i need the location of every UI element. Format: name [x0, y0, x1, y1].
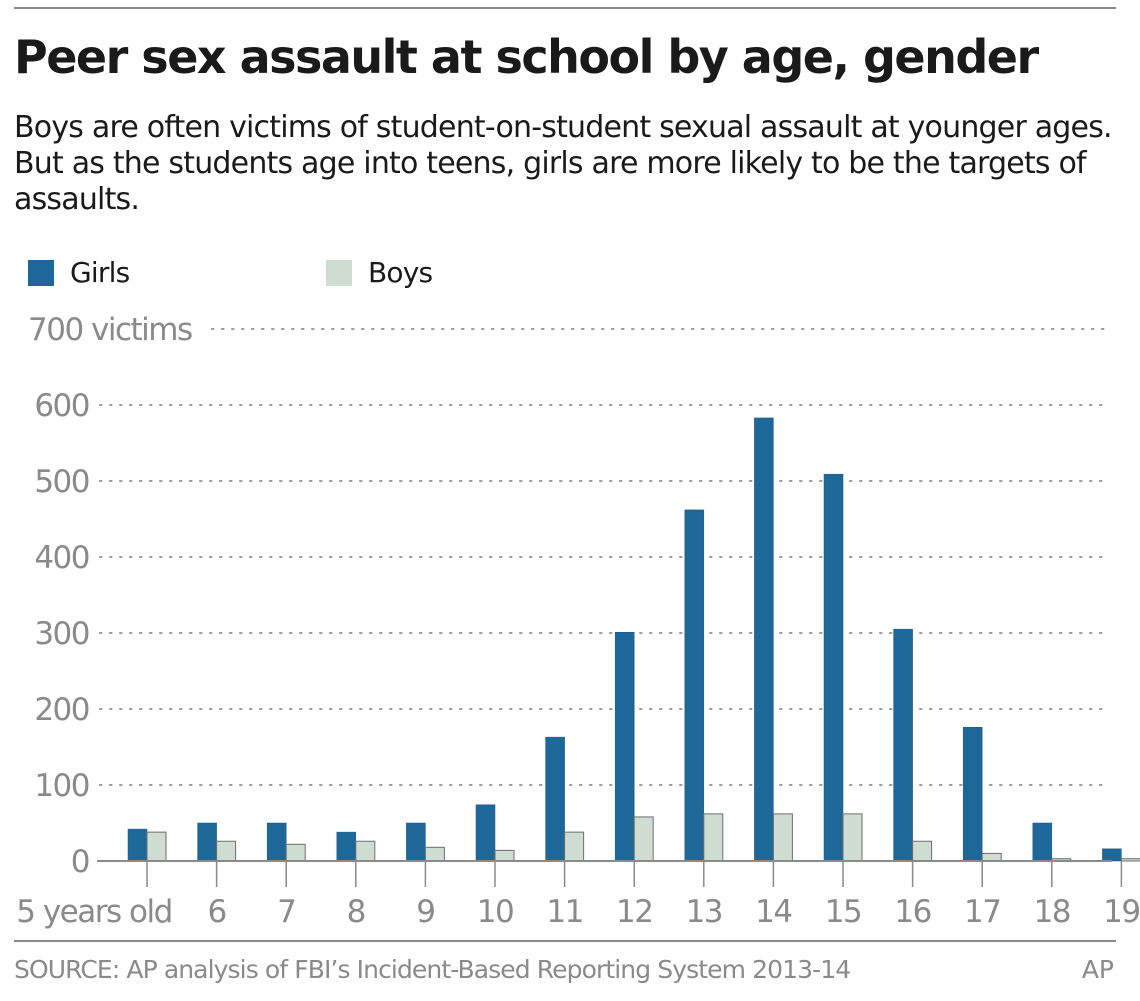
x-tick-label: 7: [277, 894, 295, 930]
source-note: SOURCE: AP analysis of FBI’s Incident-Ba…: [14, 955, 851, 984]
x-tick-label: 15: [825, 894, 861, 930]
bar-boys: [703, 813, 724, 862]
x-tick-label: 18: [1034, 894, 1070, 930]
bar-girls: [893, 628, 913, 862]
bar-boys: [424, 846, 445, 862]
legend-label-boys: Boys: [368, 256, 433, 289]
x-tick-label: 16: [894, 894, 930, 930]
x-tick-label: 19: [1103, 894, 1139, 930]
x-tick-label: 9: [416, 894, 434, 930]
y-tick-label: 600: [34, 388, 89, 424]
x-axis: [97, 860, 1123, 887]
bar-boys: [1120, 858, 1140, 862]
bar-chart: 700 victims 600 500 400 300 200 100 0 5 years o…: [16, 312, 1140, 930]
y-tick-label: 300: [34, 616, 89, 652]
bar-girls: [1102, 848, 1122, 862]
x-tick-label: 6: [207, 894, 225, 930]
bar-boys: [216, 840, 237, 862]
bar-boys: [842, 813, 863, 862]
x-tick-label: 17: [964, 894, 1000, 930]
y-tick-label: 200: [34, 692, 89, 728]
bar-boys: [772, 813, 793, 862]
bar-boys: [564, 831, 585, 862]
chart-subtitle: Boys are often victims of student-on-stu…: [14, 110, 1113, 217]
bar-boys: [146, 831, 167, 862]
x-tick-label: 14: [755, 894, 791, 930]
legend-item-boys: Boys: [326, 256, 433, 289]
x-tick-label: 5 years old: [16, 894, 172, 930]
legend-swatch-girls: [28, 259, 54, 286]
bars: [127, 417, 1140, 862]
y-tick-label: 700 victims: [28, 312, 192, 348]
bar-girls: [406, 822, 426, 862]
bar-girls: [336, 831, 357, 862]
y-tick-label: 100: [34, 768, 89, 804]
bar-girls: [962, 726, 983, 862]
bar-boys: [285, 843, 306, 862]
bar-boys: [494, 849, 515, 862]
legend-label-girls: Girls: [70, 256, 130, 289]
bar-girls: [614, 631, 635, 862]
y-axis-labels: 700 victims 600 500 400 300 200 100 0: [28, 312, 193, 880]
x-axis-labels: 5 years old 6 7 8 9 10 11 12 13 14 15 16 17 18 19: [16, 894, 1140, 930]
bar-girls: [197, 822, 217, 862]
bar-boys: [633, 816, 654, 862]
y-tick-label: 400: [34, 540, 89, 576]
credit: AP: [1081, 955, 1114, 984]
bar-girls: [1032, 822, 1053, 862]
bar-girls: [754, 417, 774, 862]
legend-item-girls: Girls: [28, 256, 130, 289]
bar-girls: [545, 736, 565, 862]
y-tick-label: 0: [71, 844, 89, 880]
bar-boys: [355, 840, 376, 862]
top-rule: [14, 7, 1116, 9]
x-tick-label: 10: [477, 894, 513, 930]
bar-boys: [981, 852, 1002, 862]
y-tick-label: 500: [34, 464, 89, 500]
bar-girls: [127, 828, 148, 862]
bar-boys: [912, 840, 933, 862]
x-tick-label: 8: [347, 894, 365, 930]
x-tick-label: 12: [616, 894, 652, 930]
grid-lines: [99, 328, 1109, 786]
x-tick-label: 13: [686, 894, 722, 930]
x-tick-label: 11: [546, 894, 582, 930]
bar-girls: [475, 804, 496, 862]
chart-title: Peer sex assault at school by age, gende…: [14, 30, 1039, 84]
legend-swatch-boys: [326, 259, 352, 286]
bar-girls: [266, 822, 287, 862]
source-rule: [14, 940, 1116, 942]
bar-girls: [823, 473, 844, 862]
bar-girls: [684, 509, 705, 862]
